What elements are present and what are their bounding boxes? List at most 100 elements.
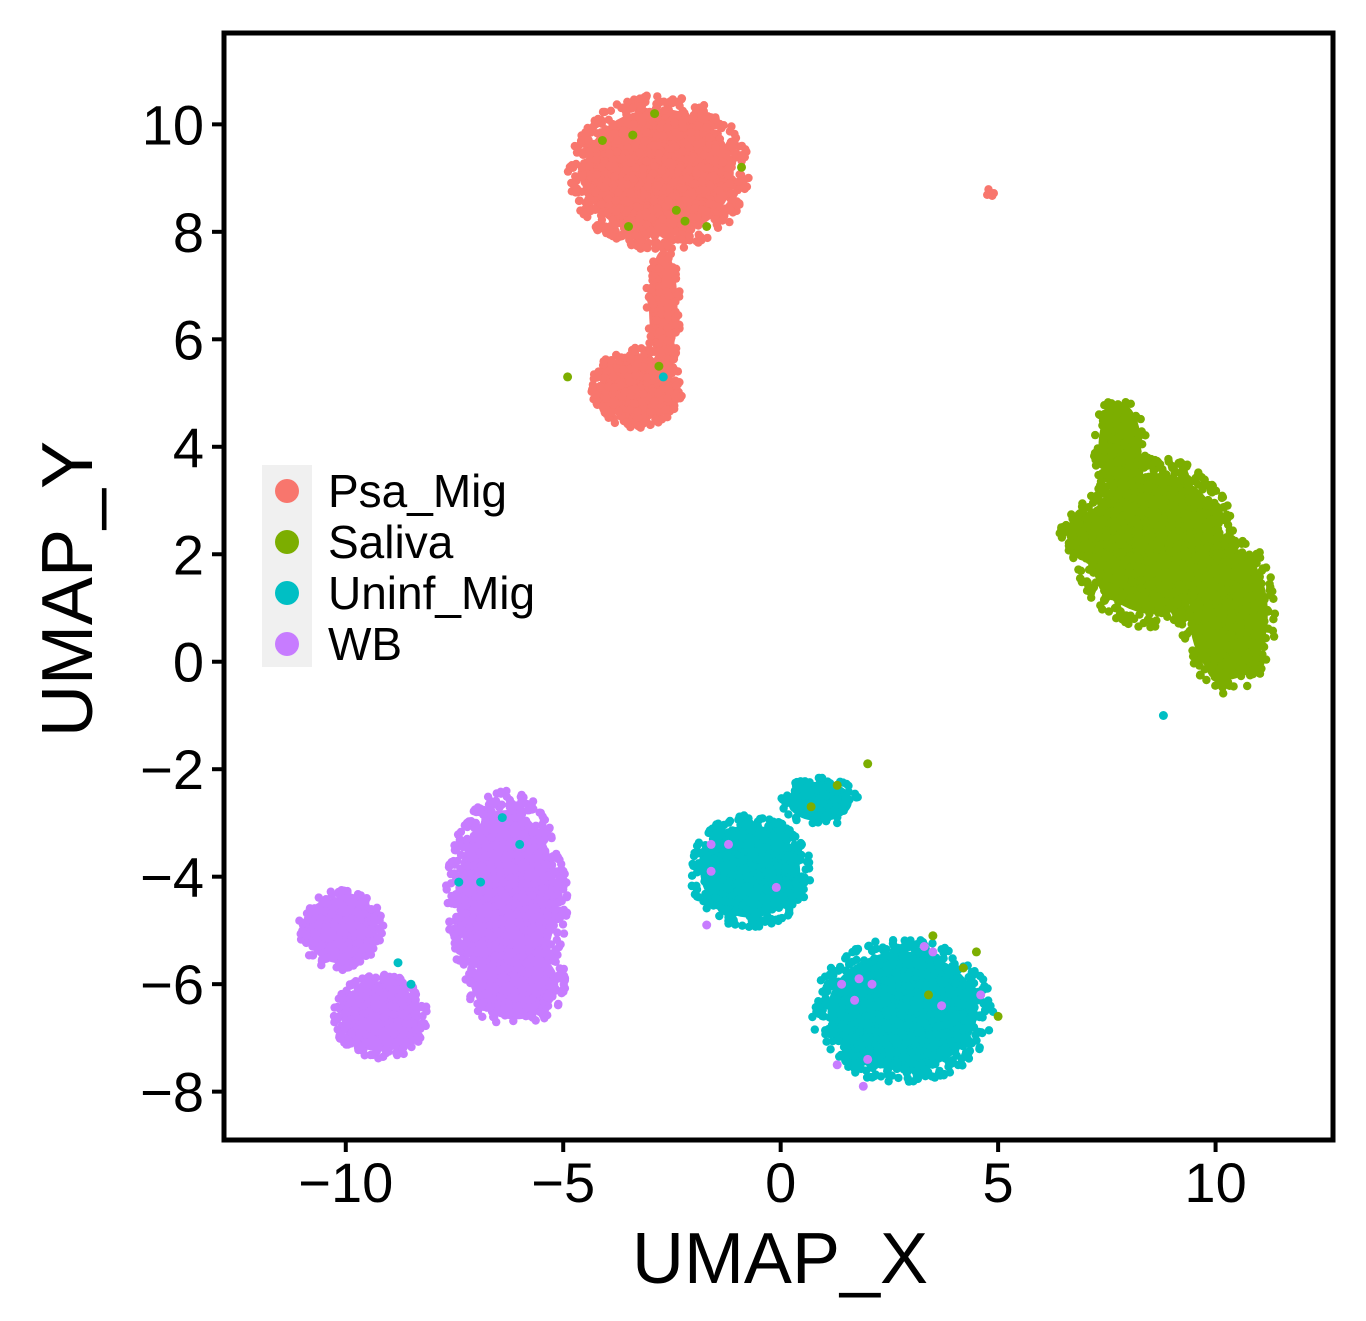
data-point [512,959,522,969]
data-point [970,967,979,976]
data-point [536,1008,545,1017]
data-point [611,196,620,205]
data-point [841,1024,851,1033]
data-point [1180,594,1190,603]
data-point [545,824,554,833]
data-point [1158,597,1168,607]
data-point [660,106,669,115]
data-point [1212,502,1221,511]
data-point [984,996,993,1005]
data-point [1218,669,1227,679]
series-psa-mig [563,91,998,432]
data-point [1249,601,1259,610]
data-point [1136,460,1145,470]
data-point [451,846,460,855]
data-point [891,1034,901,1043]
data-point [672,381,681,391]
data-point [652,316,661,325]
data-point [498,878,507,887]
data-point [791,813,801,822]
data-point [1078,499,1087,508]
data-point [375,936,384,945]
data-point [602,176,611,186]
data-point [504,908,513,918]
data-point [671,297,680,306]
data-point [538,884,547,893]
data-point [485,921,494,930]
data-point [528,903,537,912]
data-point [1227,569,1237,578]
data-point [875,960,885,969]
data-point [1265,586,1275,595]
data-point [1204,495,1213,505]
data-point [607,408,616,417]
data-point [1250,590,1259,599]
data-point [503,964,512,974]
data-point [672,320,681,330]
data-point [1155,585,1165,594]
data-point [1079,552,1088,561]
data-point [1179,544,1189,553]
data-point [1202,632,1211,642]
data-point [867,946,877,956]
data-point [597,200,606,209]
data-point [459,960,468,969]
data-point [528,828,537,837]
data-point [646,213,656,223]
data-point [865,1045,874,1054]
data-point [692,140,702,149]
data-point [663,310,672,320]
data-point [755,839,764,849]
data-point [715,911,724,921]
data-point [795,799,805,808]
data-point [730,149,740,159]
data-point [610,383,619,392]
data-point [604,194,613,204]
data-point [1221,598,1231,607]
data-point [728,143,737,152]
data-point [1203,531,1212,541]
data-point [702,123,711,132]
data-point [852,955,861,964]
data-point [916,1026,925,1036]
data-point [1068,514,1077,524]
data-point [1268,626,1278,635]
data-point [731,133,741,143]
data-point [642,156,651,166]
data-point [669,178,678,187]
data-point [656,97,665,107]
data-point [1224,632,1234,642]
data-point [592,396,602,406]
data-point [1094,410,1104,419]
data-point [481,971,490,980]
data-point [1224,578,1233,588]
data-point [723,850,732,860]
data-point [476,979,485,988]
data-point [711,115,720,124]
data-point [635,213,644,222]
data-point [530,842,539,852]
data-point [498,986,507,995]
data-point [1136,599,1145,608]
data-point [839,1051,848,1060]
data-point [1169,465,1179,474]
data-point [489,800,498,809]
data-point [644,324,654,333]
data-point [673,290,682,300]
data-point [559,929,569,938]
data-point [521,816,531,825]
data-point [611,220,620,229]
data-point [907,1032,916,1041]
data-point [453,926,463,936]
data-point [820,972,830,981]
data-point [1228,654,1237,663]
data-point [1148,541,1157,550]
data-point [648,271,657,281]
data-point [1203,601,1213,610]
data-point [718,216,727,225]
data-point [1091,430,1100,440]
data-point [824,1024,833,1034]
data-point [880,1018,890,1028]
data-point [658,215,667,224]
data-point [1212,607,1221,617]
